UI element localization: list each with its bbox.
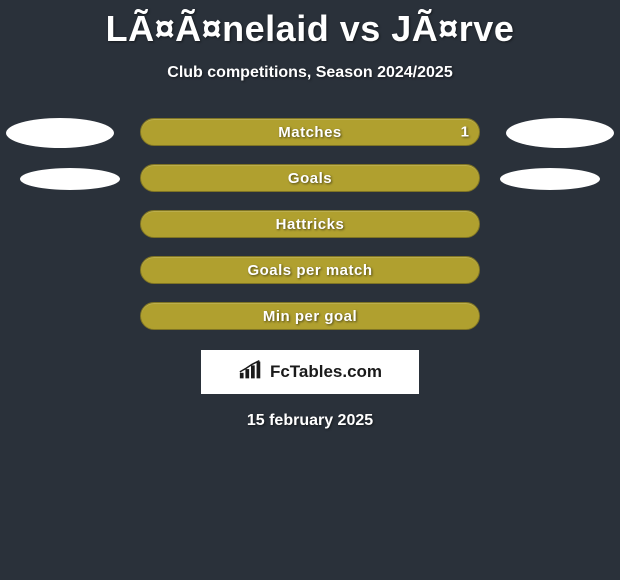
logo-text: FcTables.com	[270, 362, 382, 382]
footer-date: 15 february 2025	[0, 412, 620, 430]
stat-row-goals-per-match: Goals per match	[0, 256, 620, 286]
stat-bar: Min per goal	[140, 302, 480, 330]
page-root: LÃ¤Ã¤nelaid vs JÃ¤rve Club competitions,…	[0, 0, 620, 580]
stats-chart: Matches 1 Goals Hattricks Goals per matc…	[0, 118, 620, 332]
stat-bar: Hattricks	[140, 210, 480, 238]
stat-row-goals: Goals	[0, 164, 620, 194]
left-ellipse	[20, 168, 120, 190]
right-ellipse	[506, 118, 614, 148]
stat-row-hattricks: Hattricks	[0, 210, 620, 240]
stat-row-min-per-goal: Min per goal	[0, 302, 620, 332]
stat-label: Min per goal	[263, 308, 357, 325]
page-title: LÃ¤Ã¤nelaid vs JÃ¤rve	[0, 0, 620, 50]
stat-row-matches: Matches 1	[0, 118, 620, 148]
logo-box[interactable]: FcTables.com	[201, 350, 419, 394]
stat-label: Hattricks	[276, 216, 345, 233]
left-ellipse	[6, 118, 114, 148]
stat-bar: Matches 1	[140, 118, 480, 146]
stat-label: Goals	[288, 170, 332, 187]
stat-bar: Goals	[140, 164, 480, 192]
stat-label: Matches	[278, 124, 342, 141]
stat-label: Goals per match	[247, 262, 372, 279]
stat-value-right: 1	[461, 124, 469, 141]
right-ellipse	[500, 168, 600, 190]
stat-bar: Goals per match	[140, 256, 480, 284]
page-subtitle: Club competitions, Season 2024/2025	[0, 64, 620, 82]
bar-chart-icon	[238, 359, 264, 386]
